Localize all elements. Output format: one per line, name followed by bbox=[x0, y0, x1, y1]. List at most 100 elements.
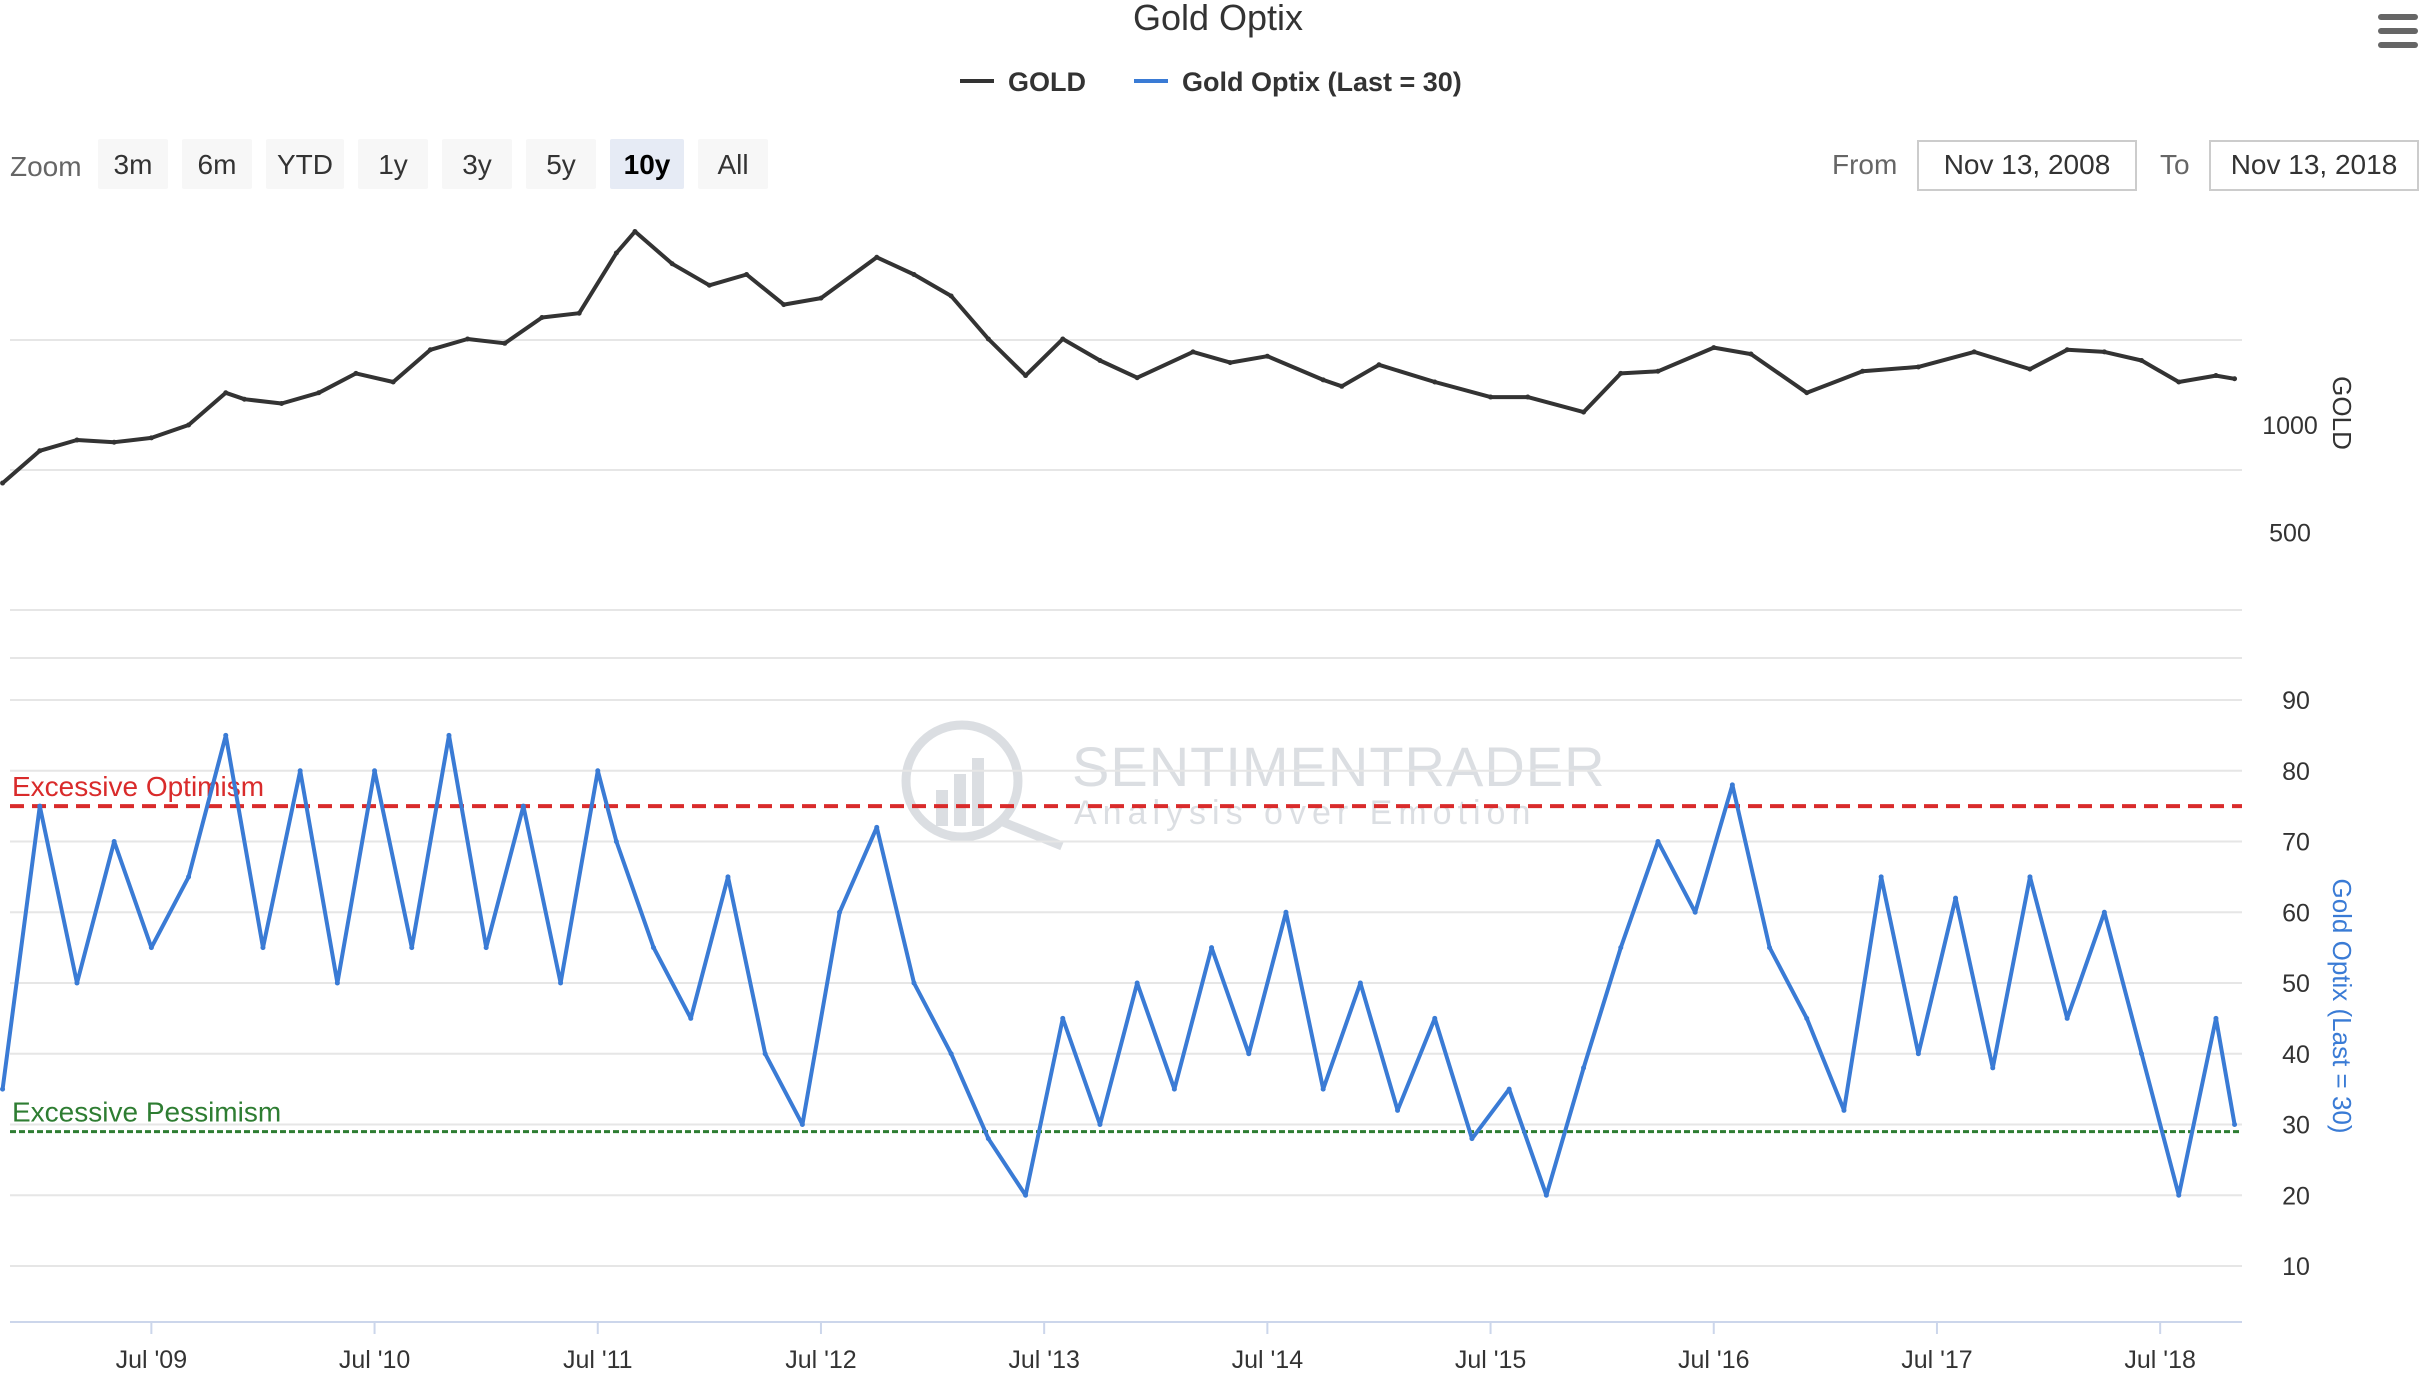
optix-series-line-point bbox=[837, 909, 843, 915]
zoom-button-6m[interactable]: 6m bbox=[182, 139, 252, 189]
optix-series-line-point bbox=[186, 874, 192, 880]
zoom-button-label: 1y bbox=[378, 149, 408, 180]
optix-series-line bbox=[0, 733, 2237, 1198]
gold-series-line bbox=[1, 229, 2235, 485]
zoom-button-label: 3m bbox=[114, 149, 153, 180]
optix-series-line-point bbox=[2232, 1122, 2238, 1127]
chart-title: Gold Optix bbox=[1133, 0, 1303, 38]
optix-y-tick-label: 40 bbox=[2282, 1041, 2310, 1069]
legend-item-gold[interactable]: GOLD bbox=[960, 67, 1086, 97]
optix-series-line-point bbox=[1134, 980, 1140, 986]
zoom-button-label: 5y bbox=[546, 149, 576, 180]
x-tick-label: Jul '10 bbox=[339, 1346, 410, 1374]
gold-y-axis: 500 1000 bbox=[2262, 412, 2318, 548]
gold-series-line-point bbox=[223, 390, 229, 396]
x-tick-label: Jul '18 bbox=[2124, 1346, 2195, 1374]
optix-series-line-point bbox=[37, 803, 43, 809]
gold-series-line-point bbox=[2232, 376, 2238, 382]
optix-series-line-point bbox=[558, 980, 564, 986]
to-date-input[interactable]: Nov 13, 2018 bbox=[2209, 140, 2419, 191]
optix-series-line-point bbox=[1767, 945, 1773, 951]
legend-label-gold: GOLD bbox=[1008, 67, 1086, 97]
gold-series-line-point bbox=[2101, 349, 2107, 355]
zoom-button-all[interactable]: All bbox=[698, 139, 768, 189]
optix-series-line-point bbox=[260, 945, 266, 951]
zoom-button-label: YTD bbox=[277, 149, 333, 180]
from-date-input[interactable]: Nov 13, 2008 bbox=[1917, 140, 2137, 191]
reference-lines: Excessive Optimism Excessive Pessimism bbox=[10, 771, 2242, 1134]
gold-series-line-point bbox=[2064, 347, 2070, 353]
gold-series-line-point bbox=[2213, 373, 2219, 379]
optix-series-line-point bbox=[1692, 909, 1698, 915]
optix-series-line-point bbox=[1581, 1065, 1587, 1071]
gold-series-line-point bbox=[1320, 377, 1326, 383]
optix-y-tick-label: 10 bbox=[2282, 1253, 2310, 1281]
optix-series-line-point bbox=[223, 732, 229, 738]
gold-series-line-point bbox=[2139, 358, 2145, 363]
sentimentrader-watermark: SENTIMENTRADER Analysis over Emotion bbox=[901, 720, 1605, 851]
x-tick-label: Jul '15 bbox=[1455, 1346, 1526, 1374]
gold-series-line-point bbox=[1060, 336, 1066, 342]
gold-series-line-point bbox=[316, 390, 322, 396]
gold-y-tick-label: 1000 bbox=[2262, 412, 2318, 440]
optix-series-line-point bbox=[2213, 1015, 2219, 1021]
gold-series-line-point bbox=[241, 396, 247, 402]
optix-series-line-point bbox=[1878, 874, 1884, 880]
gold-series-line-point bbox=[1097, 358, 1103, 363]
zoom-button-ytd[interactable]: YTD bbox=[266, 139, 344, 189]
optix-series-line-point bbox=[1357, 980, 1363, 986]
x-tick-label: Jul '17 bbox=[1901, 1346, 1972, 1374]
optix-y-axis: 10 20 30 40 50 60 70 80 90 bbox=[2282, 687, 2310, 1281]
optix-series-line-point bbox=[0, 1086, 6, 1092]
zoom-button-3y[interactable]: 3y bbox=[442, 139, 512, 189]
gold-y-tick-label: 500 bbox=[2269, 520, 2311, 548]
optix-y-tick-label: 70 bbox=[2282, 829, 2310, 857]
optix-series-line-point bbox=[2101, 909, 2107, 915]
gold-series-line-point bbox=[1971, 349, 1977, 355]
gold-series-line-point bbox=[1376, 362, 1382, 368]
zoom-button-5y[interactable]: 5y bbox=[526, 139, 596, 189]
zoom-button-3m[interactable]: 3m bbox=[98, 139, 168, 189]
gold-series-line-point bbox=[948, 293, 954, 299]
optix-series-line-point bbox=[1097, 1122, 1103, 1127]
menu-icon[interactable] bbox=[2378, 14, 2418, 48]
gold-series-line-point bbox=[111, 439, 117, 445]
optix-series-line-point bbox=[1246, 1051, 1252, 1057]
optix-y-tick-label: 60 bbox=[2282, 899, 2310, 927]
gold-series-line-point bbox=[669, 261, 675, 267]
zoom-button-1y[interactable]: 1y bbox=[358, 139, 428, 189]
optix-series-line-point bbox=[446, 732, 452, 738]
x-tick-label: Jul '09 bbox=[116, 1346, 187, 1374]
gold-series-line-point bbox=[911, 272, 917, 277]
gold-series-line-point bbox=[37, 448, 43, 454]
optix-series-line-point bbox=[1023, 1192, 1029, 1198]
gold-series-line-point bbox=[1134, 375, 1140, 381]
gold-series-line-point bbox=[1711, 345, 1717, 351]
gold-series-line-point bbox=[1655, 368, 1661, 374]
zoom-button-10y[interactable]: 10y bbox=[610, 139, 684, 189]
optix-series-line-point bbox=[2176, 1192, 2182, 1198]
zoom-button-label: 10y bbox=[624, 149, 671, 180]
optix-series-line-point bbox=[520, 803, 526, 809]
x-tick-label: Jul '14 bbox=[1232, 1346, 1304, 1374]
optix-series-line-point bbox=[1543, 1192, 1549, 1198]
gridlines bbox=[10, 339, 2242, 1267]
optix-series-line-point bbox=[948, 1051, 954, 1057]
series-layer bbox=[0, 229, 2238, 1198]
optix-series-line-point bbox=[1395, 1107, 1401, 1113]
from-date-value: Nov 13, 2008 bbox=[1944, 149, 2111, 180]
legend-item-optix[interactable]: Gold Optix (Last = 30) bbox=[1134, 67, 1462, 97]
optix-series-line-point bbox=[725, 874, 731, 880]
optix-series-line-point bbox=[911, 980, 917, 986]
optix-series-line-point bbox=[613, 839, 619, 844]
gold-series-line-point bbox=[706, 282, 712, 288]
gold-series-line-point bbox=[818, 295, 824, 301]
zoom-button-label: 6m bbox=[198, 149, 237, 180]
optix-series-line-point bbox=[1171, 1086, 1177, 1092]
zoom-button-label: All bbox=[717, 149, 748, 180]
gold-series-line-point bbox=[1432, 379, 1438, 385]
optix-series-line-point bbox=[1432, 1015, 1438, 1021]
gold-series-line-point bbox=[985, 336, 991, 342]
optix-series-line-point bbox=[688, 1015, 694, 1021]
